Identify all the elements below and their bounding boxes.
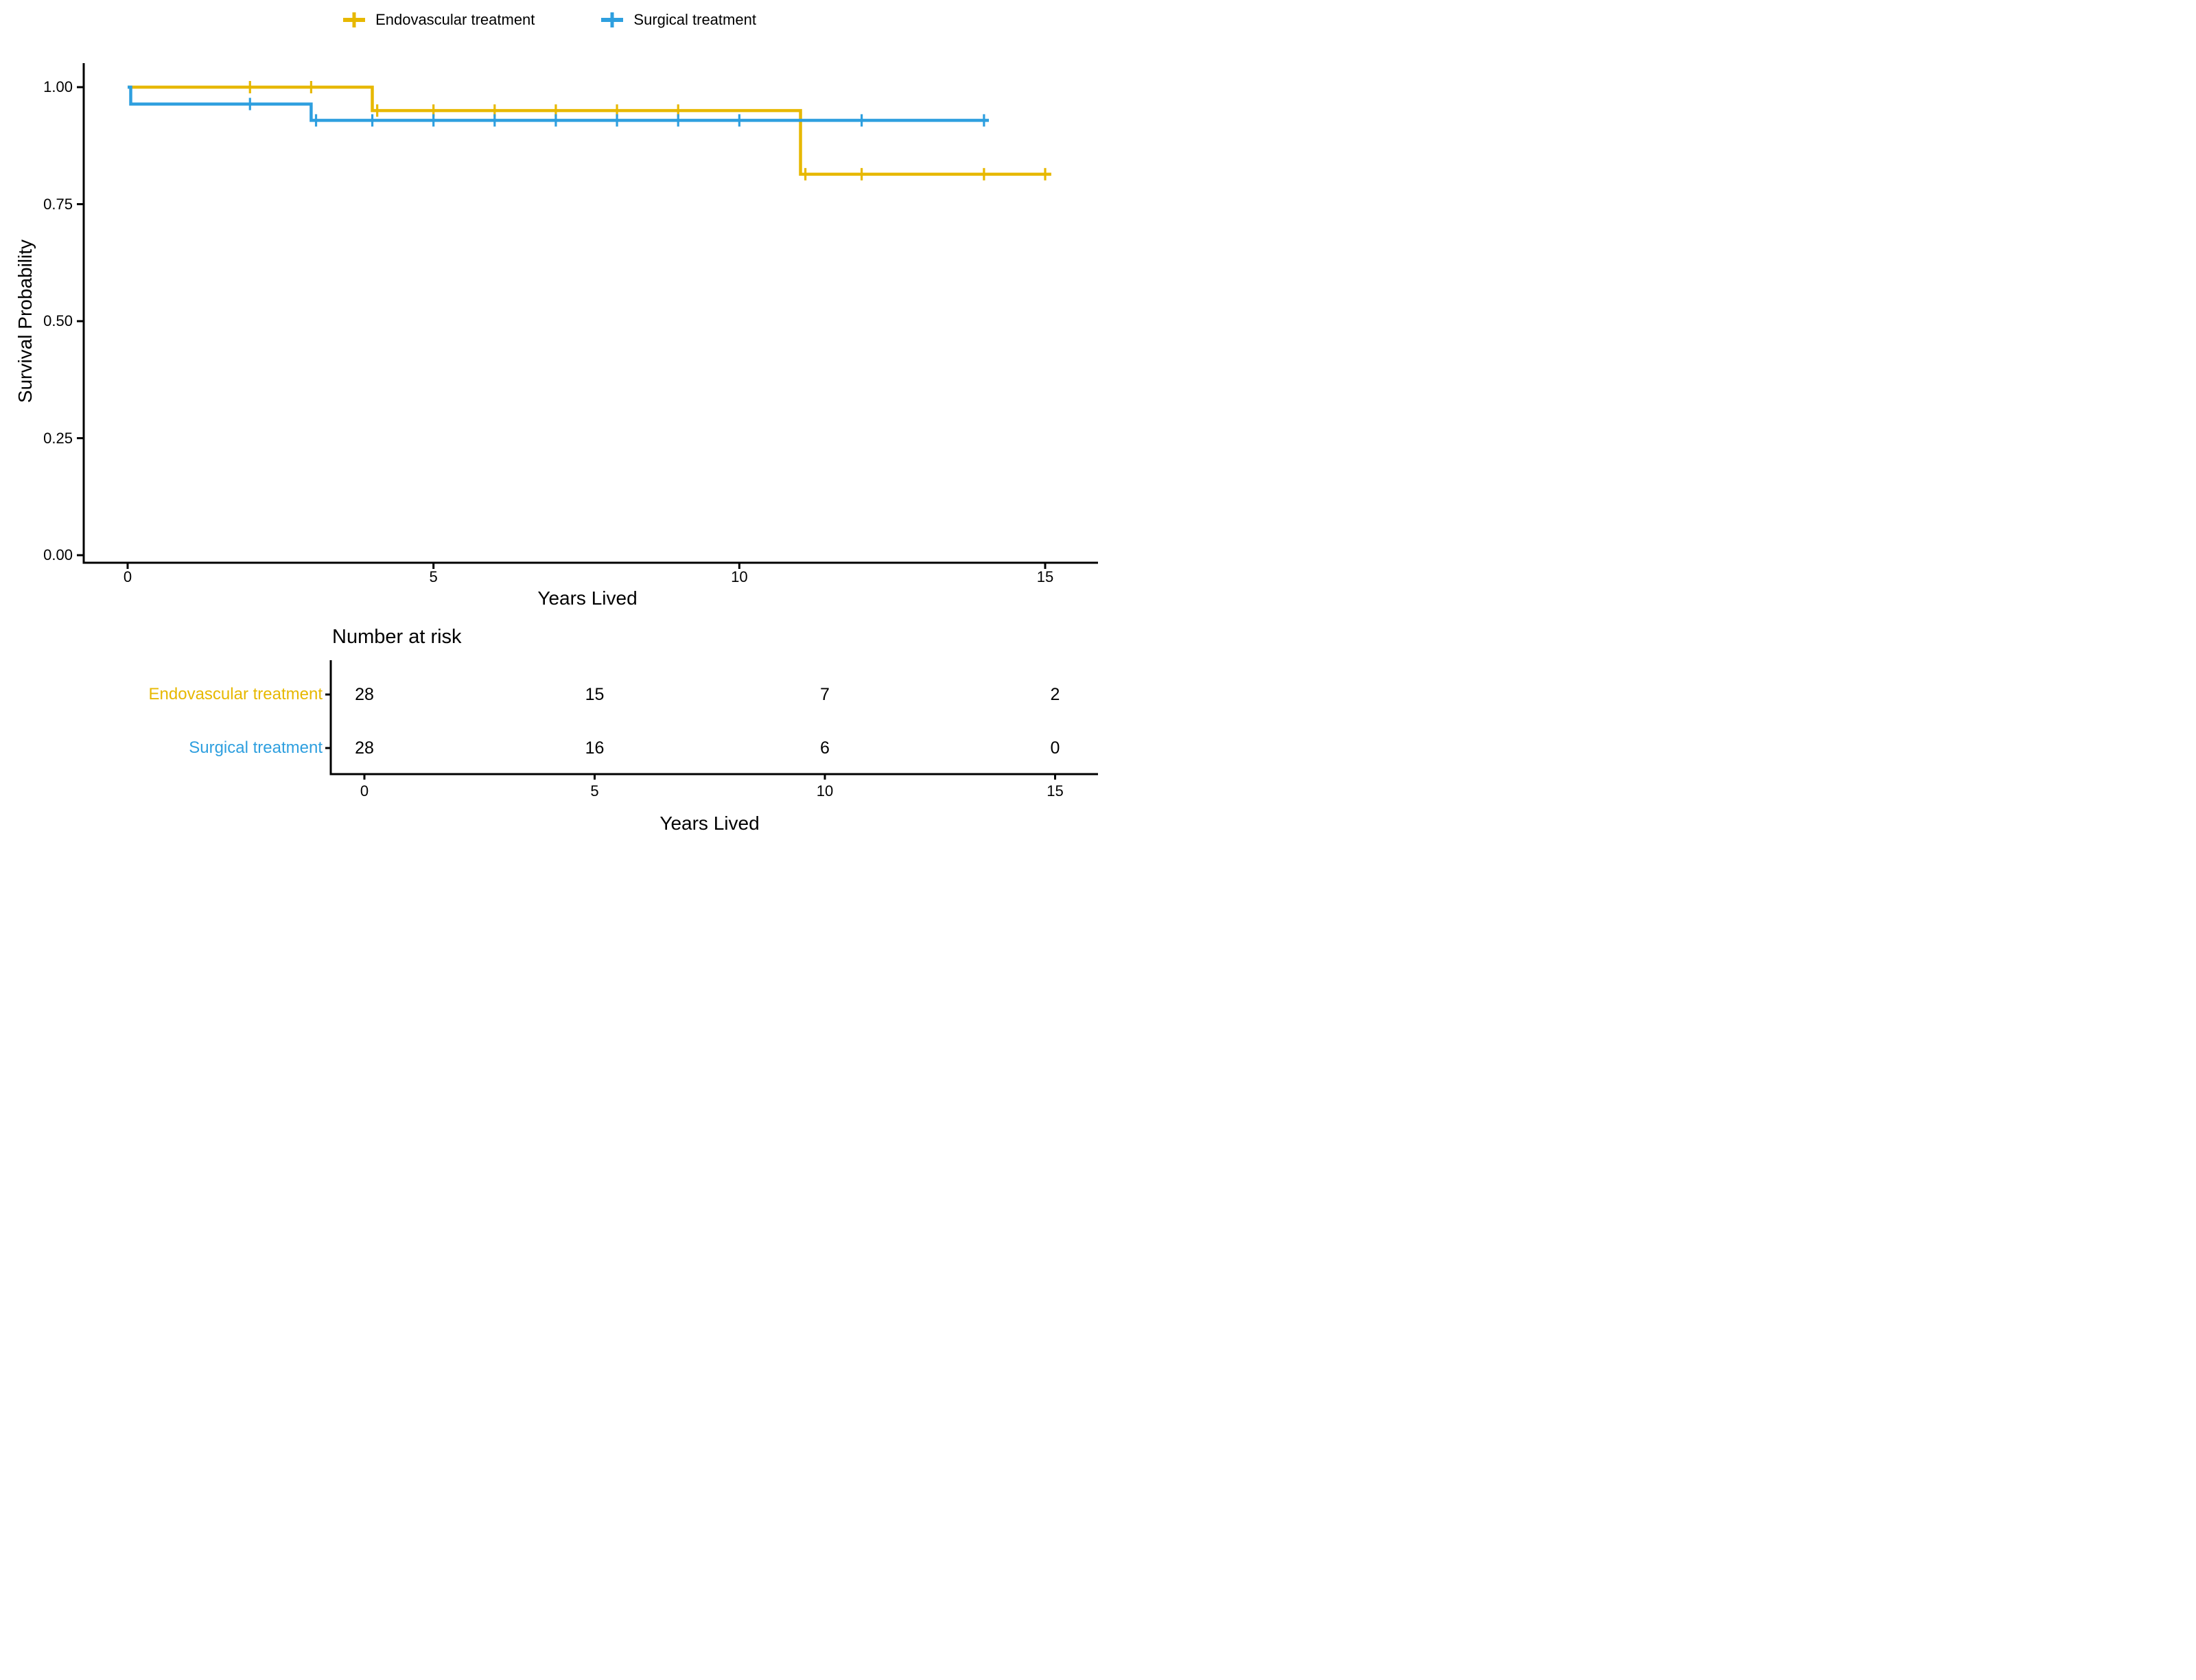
risk-table-title: Number at risk	[332, 626, 462, 648]
x-axis-title: Years Lived	[537, 587, 638, 609]
risk-count: 15	[585, 685, 605, 704]
risk-axis-tick-marks	[363, 774, 1056, 780]
y-tick-label: 0.00	[43, 546, 73, 563]
survival-curve-surgical	[128, 85, 989, 122]
survival-curves	[128, 81, 1051, 180]
risk-row-label-surgical: Surgical treatment	[189, 738, 323, 757]
risk-x-tick-label: 0	[360, 782, 369, 800]
legend-label-endovascular: Endovascular treatment	[375, 11, 535, 28]
risk-x-tick-label: 5	[590, 782, 599, 800]
risk-x-tick-label: 15	[1047, 782, 1064, 800]
risk-count: 28	[355, 738, 374, 758]
y-tick-label: 0.75	[43, 195, 73, 213]
risk-count: 16	[585, 738, 605, 758]
x-tick-label: 5	[429, 568, 438, 585]
legend: Endovascular treatment Surgical treatmen…	[0, 11, 1098, 29]
survival-plot	[77, 63, 1098, 780]
risk-count: 28	[355, 685, 374, 704]
y-tick-label: 1.00	[43, 78, 73, 95]
risk-row-label-endovascular: Endovascular treatment	[148, 685, 323, 703]
x-tick-label: 0	[123, 568, 132, 585]
plus-marker-icon	[601, 12, 624, 27]
plus-marker-icon	[343, 12, 366, 27]
legend-item-surgical: Surgical treatment	[600, 11, 756, 29]
x-tick-label: 15	[1036, 568, 1054, 585]
y-tick-label: 0.50	[43, 312, 73, 329]
risk-count: 0	[1050, 738, 1060, 758]
survival-curve-endovascular	[128, 85, 1051, 176]
risk-x-tick-label: 10	[816, 782, 834, 800]
y-tick-label: 0.25	[43, 429, 73, 447]
risk-count: 7	[820, 685, 830, 704]
legend-label-surgical: Surgical treatment	[633, 11, 756, 28]
risk-table-x-axis-title: Years Lived	[659, 813, 760, 834]
x-tick-label: 10	[731, 568, 748, 585]
legend-item-endovascular: Endovascular treatment	[342, 11, 535, 29]
risk-count: 6	[820, 738, 830, 758]
km-survival-figure: { "figure": { "background": "#ffffff", "…	[0, 0, 1098, 840]
risk-count: 2	[1050, 685, 1060, 704]
axis-tick-marks	[77, 86, 1047, 569]
